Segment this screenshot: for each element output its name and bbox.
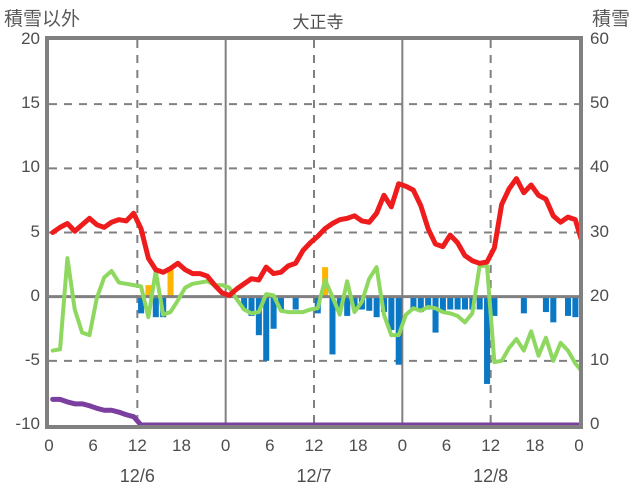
y-axis-left-tick: 20 — [21, 29, 40, 48]
bar-negative — [248, 296, 255, 316]
line-green-series — [50, 256, 579, 372]
y-axis-left-tick: 5 — [30, 221, 40, 241]
bar-positive — [145, 285, 152, 297]
bar-positive — [167, 267, 174, 297]
bar-negative — [366, 296, 373, 311]
x-axis-tick: 6 — [441, 436, 452, 455]
y-axis-right-tick: 20 — [590, 285, 609, 305]
x-axis-tick: 0 — [397, 436, 408, 455]
bar-negative — [520, 296, 527, 314]
y-axis-right-tick: 10 — [590, 349, 609, 369]
y-axis-left-tick: -10 — [15, 414, 40, 433]
bar-negative — [388, 296, 395, 331]
y-axis-right-tick: 60 — [590, 29, 609, 48]
bar-negative — [461, 296, 468, 310]
x-axis-day-label: 12/6 — [119, 466, 155, 486]
bar-negative — [550, 296, 557, 323]
x-axis-tick: 0 — [574, 436, 584, 455]
page-title: 大正寺 — [292, 13, 344, 32]
bar-negative — [373, 296, 380, 318]
bar-negative — [432, 296, 439, 333]
x-axis-tick: 0 — [44, 436, 54, 455]
bar-negative — [491, 296, 498, 316]
bar-negative — [439, 296, 446, 311]
bar-negative — [476, 296, 483, 310]
x-axis-tick: 12 — [304, 436, 324, 455]
bar-negative — [454, 296, 461, 310]
x-axis-tick: 0 — [220, 436, 231, 455]
bar-negative — [152, 296, 159, 318]
bar-negative — [565, 296, 572, 316]
x-axis-tick: 18 — [348, 436, 368, 455]
bar-negative — [329, 296, 336, 355]
x-axis-day-label: 12/8 — [473, 466, 509, 486]
left-axis-caption: 積雪以外 — [4, 9, 81, 30]
y-axis-left-tick: 15 — [21, 93, 40, 113]
bar-negative — [542, 296, 549, 313]
line-snow-depth — [50, 396, 579, 425]
x-axis-tick: 12 — [481, 436, 501, 455]
bar-negative — [292, 296, 299, 310]
chart-canvas — [49, 40, 579, 425]
bar-negative — [447, 296, 454, 310]
bar-negative — [484, 296, 491, 384]
y-axis-right-tick: 30 — [590, 221, 609, 241]
x-axis-tick: 12 — [127, 436, 147, 455]
y-axis-right-tick: 0 — [590, 414, 600, 433]
bar-negative — [572, 296, 579, 318]
bar-negative — [138, 296, 145, 314]
bar-negative — [417, 296, 424, 313]
bar-negative — [270, 296, 277, 329]
y-axis-left-tick: -5 — [24, 349, 40, 369]
y-axis-left-tick: 0 — [30, 285, 40, 305]
x-axis-day-label: 12/7 — [296, 466, 332, 486]
line-temperature — [50, 176, 579, 298]
bar-negative — [263, 296, 270, 361]
bar-negative — [255, 296, 262, 336]
right-axis-caption: 積雪 — [591, 9, 630, 30]
bar-negative — [277, 296, 284, 310]
y-axis-left-tick: 10 — [21, 157, 40, 177]
x-axis-tick: 6 — [88, 436, 98, 455]
y-axis-right-tick: 40 — [590, 157, 609, 177]
bar-negative — [344, 296, 351, 316]
bar-negative — [351, 296, 358, 310]
bar-negative — [425, 296, 432, 310]
bar-negative — [336, 296, 343, 310]
x-axis-tick: 18 — [525, 436, 545, 455]
chart-plot-area — [45, 36, 583, 429]
y-axis-right-tick: 50 — [590, 93, 609, 113]
x-axis-tick: 6 — [265, 436, 275, 455]
x-axis-tick: 18 — [172, 436, 191, 455]
bar-negative — [410, 296, 417, 310]
bar-negative — [241, 296, 248, 310]
chart-svg — [49, 40, 579, 425]
